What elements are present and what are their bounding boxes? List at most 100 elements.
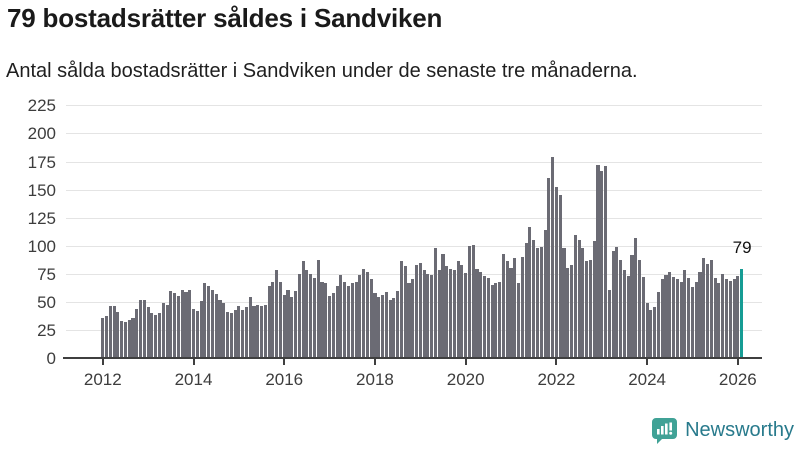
bar [108, 306, 112, 358]
bar [161, 302, 165, 358]
bar [460, 264, 464, 358]
y-axis-tick-label: 50 [37, 292, 56, 312]
bar [369, 279, 373, 358]
bar [218, 299, 222, 358]
bar [539, 246, 543, 358]
bar [184, 291, 188, 358]
bar [237, 306, 241, 358]
bar [566, 268, 570, 358]
bar [316, 260, 320, 358]
bar [105, 316, 109, 358]
bar [320, 281, 324, 358]
x-axis-tick-label: 2014 [174, 370, 213, 389]
bar [411, 279, 415, 358]
bar [241, 309, 245, 358]
bar [441, 253, 445, 358]
bar [101, 317, 105, 358]
bar [354, 281, 358, 358]
bar [713, 278, 717, 358]
bar [275, 270, 279, 358]
bar [123, 322, 128, 358]
bar [165, 305, 169, 358]
bar [551, 157, 555, 358]
gridline [66, 217, 762, 219]
bar [528, 226, 532, 358]
bar [638, 260, 642, 358]
bar [260, 306, 264, 358]
gridline [66, 245, 762, 247]
bar [483, 276, 487, 358]
bar [562, 247, 566, 358]
bar [694, 281, 698, 358]
bar [501, 253, 506, 358]
bar [467, 245, 471, 358]
x-axis-tick-label: 2024 [628, 370, 667, 389]
y-axis-tick-label: 225 [27, 96, 56, 116]
x-axis-tick [464, 359, 467, 365]
bar [471, 244, 475, 358]
bar [732, 279, 736, 358]
bar [664, 274, 668, 358]
bar [120, 320, 124, 358]
x-axis-tick-label: 2020 [446, 370, 485, 389]
bar [312, 278, 317, 358]
bar [188, 289, 192, 358]
x-axis-tick-label: 2022 [537, 370, 576, 389]
y-axis-tick-label: 125 [27, 208, 56, 228]
bar [656, 291, 660, 358]
bar [626, 276, 630, 358]
bar [180, 289, 184, 358]
y-axis-tick-label: 175 [27, 152, 56, 172]
bar [547, 178, 551, 358]
bar [207, 286, 211, 358]
bar [600, 170, 604, 358]
bar [176, 296, 180, 358]
bar [350, 282, 354, 358]
bar [728, 280, 732, 358]
bar [399, 261, 403, 358]
x-axis-line [63, 357, 762, 359]
bar [248, 297, 252, 358]
bar [569, 264, 574, 358]
bar [225, 311, 230, 358]
bar [479, 271, 483, 358]
bar [475, 269, 479, 358]
bar [388, 299, 392, 358]
bar [403, 265, 407, 358]
bar [619, 260, 623, 358]
bar [736, 276, 740, 358]
bar [607, 289, 611, 358]
gridline [66, 161, 762, 163]
bar [203, 282, 207, 358]
bar [252, 306, 256, 358]
bar [615, 246, 619, 358]
bar [210, 289, 214, 358]
bar [135, 308, 139, 358]
y-axis-tick-label: 0 [46, 349, 56, 368]
bar [577, 240, 581, 358]
bar [724, 279, 729, 358]
bar [622, 270, 626, 358]
bar [294, 290, 298, 358]
highlight-bar [740, 269, 744, 358]
bar [603, 166, 608, 358]
bar [585, 261, 589, 358]
x-axis-tick-label: 2016 [265, 370, 304, 389]
bar [490, 285, 494, 358]
y-axis-tick-label: 200 [27, 124, 56, 144]
gridline [66, 105, 762, 107]
bar [271, 281, 275, 358]
bar [668, 271, 672, 358]
bar [328, 296, 332, 358]
bar [331, 292, 335, 358]
bar [157, 313, 162, 358]
bar [139, 299, 143, 358]
bar [384, 291, 388, 358]
bar [706, 263, 710, 358]
y-axis-tick-label: 150 [27, 180, 56, 200]
chart-subtitle: Antal sålda bostadsrätter i Sandviken un… [6, 60, 638, 82]
bar [154, 315, 158, 358]
bar [358, 274, 362, 358]
newsworthy-logo: Newsworthy [651, 417, 794, 444]
